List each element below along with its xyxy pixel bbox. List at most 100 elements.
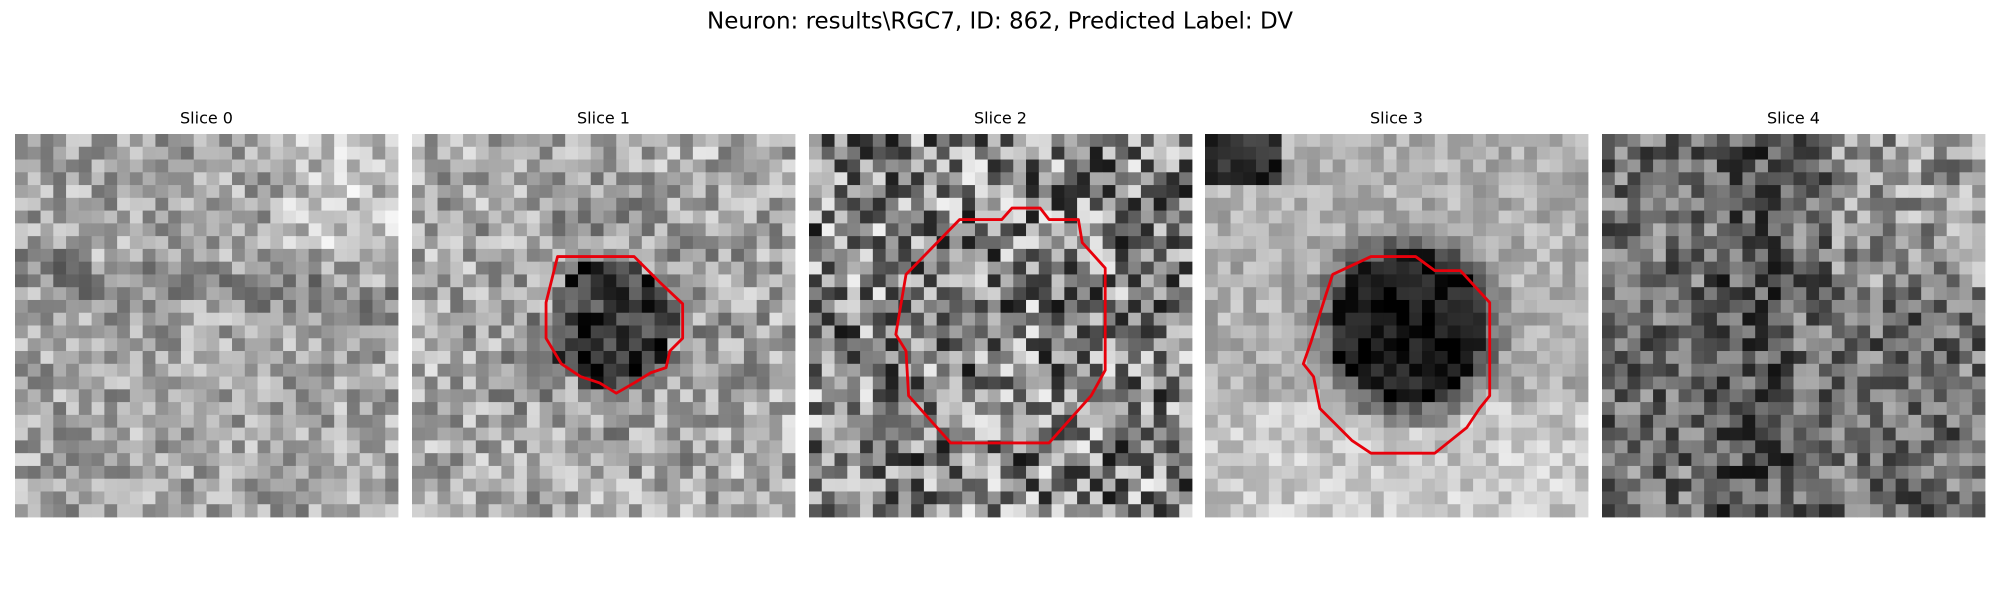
pixel <box>705 363 719 377</box>
pixel <box>898 402 912 416</box>
pixel <box>295 376 310 390</box>
pixel <box>809 376 823 390</box>
pixel <box>1473 261 1487 275</box>
pixel <box>834 427 848 441</box>
pixel <box>1332 312 1346 326</box>
pixel <box>27 210 41 224</box>
pixel <box>654 376 668 390</box>
pixel <box>1511 427 1525 441</box>
pixel <box>974 389 989 403</box>
pixel <box>53 363 67 377</box>
pixel <box>1602 440 1616 454</box>
pixel <box>1933 363 1948 377</box>
pixel <box>1524 223 1538 237</box>
pixel <box>1243 414 1257 429</box>
pixel <box>1102 389 1116 403</box>
pixel <box>1882 210 1897 224</box>
pixel <box>475 146 489 160</box>
pixel <box>1908 172 1922 186</box>
pixel <box>1243 465 1257 480</box>
pixel <box>270 414 284 429</box>
pixel <box>936 197 950 211</box>
pixel <box>1562 453 1576 467</box>
pixel <box>244 210 258 224</box>
pixel <box>1409 325 1423 339</box>
pixel <box>1153 159 1167 173</box>
pixel <box>15 440 29 454</box>
pixel <box>1729 440 1743 454</box>
pixel <box>667 172 681 186</box>
pixel <box>847 338 861 352</box>
pixel <box>1691 159 1705 173</box>
pixel <box>603 453 617 467</box>
pixel <box>603 427 617 441</box>
pixel <box>1895 351 1909 365</box>
pixel <box>1370 338 1385 352</box>
pixel <box>1447 248 1461 263</box>
pixel <box>1729 351 1743 365</box>
pixel <box>1383 363 1397 377</box>
pixel <box>1959 274 1973 288</box>
pixel <box>372 299 386 314</box>
pixel <box>1256 197 1270 211</box>
pixel <box>193 197 207 211</box>
pixel <box>872 274 886 288</box>
pixel <box>872 351 886 365</box>
pixel <box>1243 453 1257 467</box>
pixel <box>1434 504 1448 518</box>
pixel <box>1256 402 1270 416</box>
pixel <box>1064 325 1078 339</box>
pixel <box>1575 453 1589 467</box>
pixel <box>168 236 182 250</box>
pixel <box>1933 210 1948 224</box>
pixel <box>872 312 886 326</box>
pixel <box>1498 134 1512 148</box>
pixel <box>1831 453 1845 467</box>
pixel <box>1051 504 1065 518</box>
pixel <box>1691 312 1705 326</box>
pixel <box>641 299 655 314</box>
pixel <box>692 223 707 237</box>
pixel <box>129 312 144 326</box>
pixel <box>1678 134 1692 148</box>
pixel <box>232 363 246 377</box>
pixel <box>450 351 464 365</box>
pixel <box>629 146 643 160</box>
pixel <box>1217 427 1231 441</box>
pixel <box>705 185 719 199</box>
pixel <box>718 504 732 518</box>
pixel <box>692 134 707 148</box>
pixel <box>1064 197 1078 211</box>
pixel <box>244 376 258 390</box>
pixel <box>1498 261 1512 275</box>
pixel <box>232 478 246 492</box>
pixel <box>1307 440 1321 454</box>
pixel <box>1332 210 1346 224</box>
pixel <box>526 223 541 237</box>
pixel <box>359 146 373 160</box>
pixel <box>321 261 335 275</box>
pixel <box>1627 325 1641 339</box>
pixel <box>1857 504 1871 518</box>
pixel <box>66 440 80 454</box>
pixel <box>346 338 361 352</box>
pixel <box>412 274 426 288</box>
pixel <box>1793 363 1807 377</box>
pixel <box>1268 236 1282 250</box>
pixel <box>1614 223 1628 237</box>
pixel <box>372 478 386 492</box>
pixel <box>1128 210 1142 224</box>
pixel <box>885 427 899 441</box>
pixel <box>193 236 207 250</box>
pixel <box>15 134 29 148</box>
pixel <box>526 159 541 173</box>
pixel <box>1115 185 1129 199</box>
pixel <box>488 440 502 454</box>
pixel <box>974 274 989 288</box>
pixel <box>53 159 67 173</box>
pixel <box>104 248 118 263</box>
pixel <box>872 248 886 263</box>
pixel <box>104 440 118 454</box>
pixel <box>1447 427 1461 441</box>
pixel <box>782 402 796 416</box>
